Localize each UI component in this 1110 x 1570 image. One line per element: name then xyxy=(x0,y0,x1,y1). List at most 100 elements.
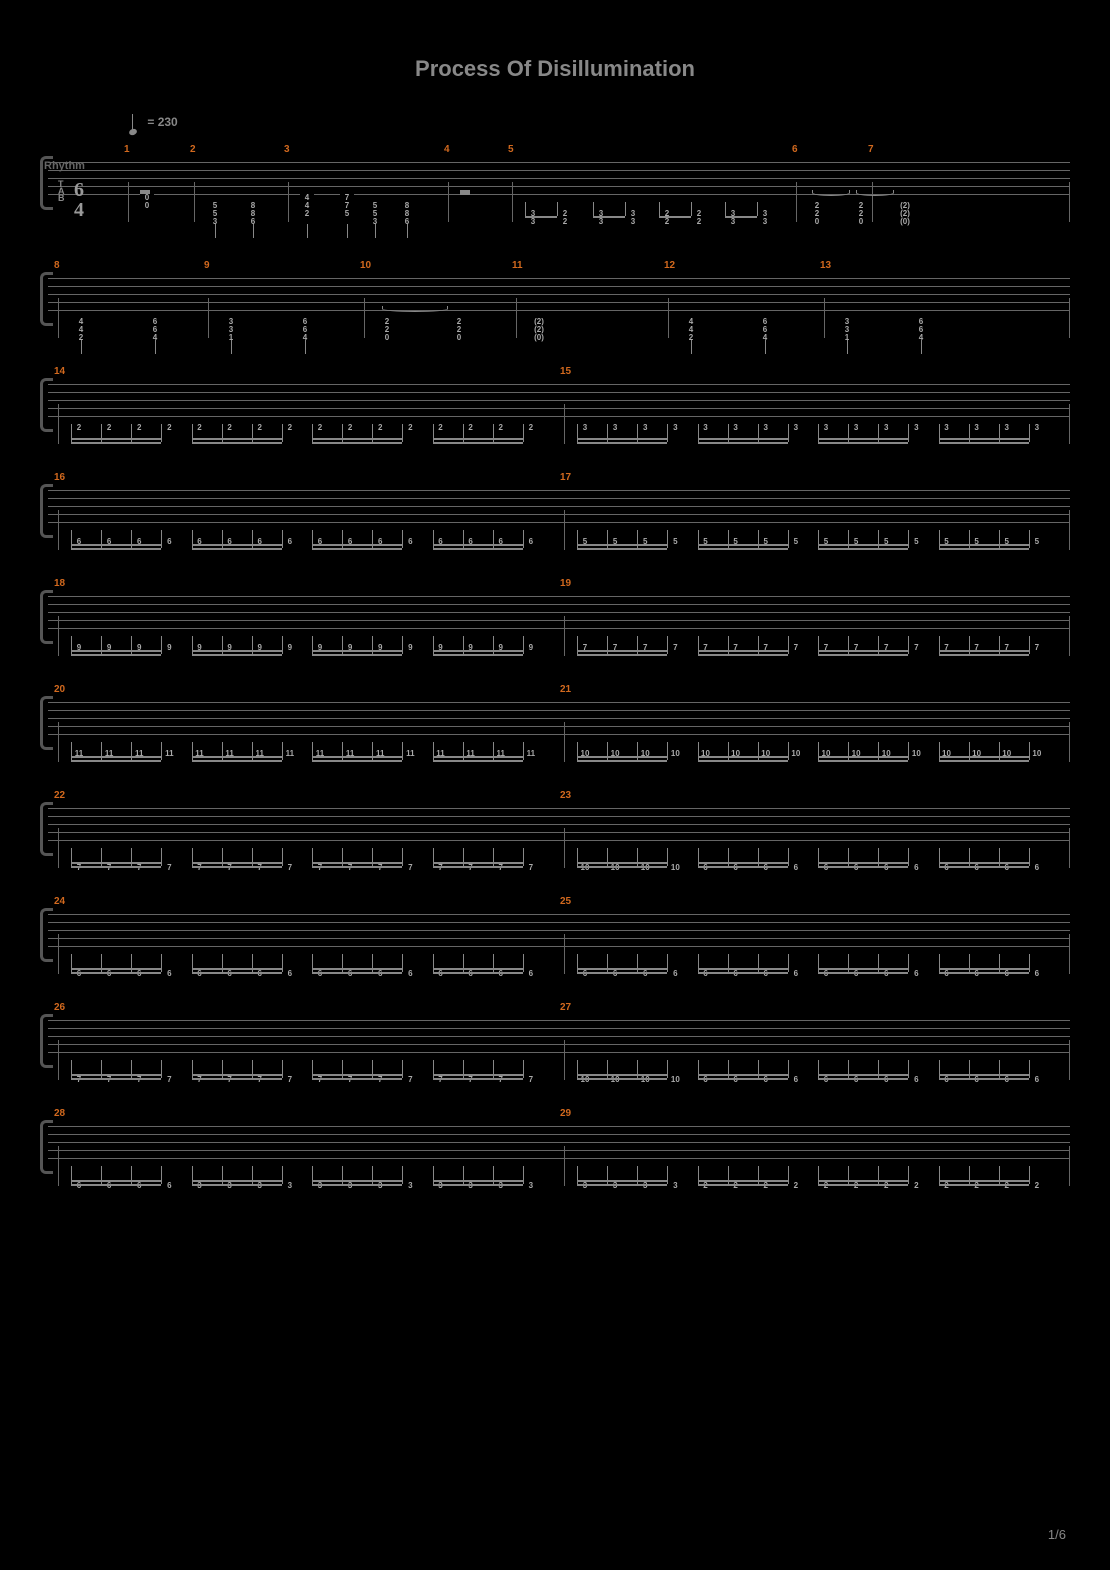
fret-number: 3 xyxy=(789,424,803,432)
fret-number: 2 xyxy=(434,424,448,432)
beam xyxy=(939,1078,1029,1080)
beam xyxy=(71,544,161,546)
fret-number: 6 xyxy=(1030,970,1044,978)
note-stem xyxy=(402,636,403,654)
beam xyxy=(698,968,788,970)
barline xyxy=(58,616,59,656)
beam xyxy=(71,972,161,974)
note-stem xyxy=(1029,1166,1030,1184)
barline xyxy=(796,182,797,222)
bar-number: 27 xyxy=(560,1002,571,1013)
note-stem xyxy=(402,530,403,548)
fret-number: 2 xyxy=(464,424,478,432)
fret-number: 2 xyxy=(494,424,508,432)
fret-number: 2 xyxy=(343,424,357,432)
bar-number: 19 xyxy=(560,578,571,589)
beam xyxy=(698,1078,788,1080)
barline xyxy=(58,1040,59,1080)
beam xyxy=(192,756,282,758)
fret-number: 6 xyxy=(524,970,538,978)
fret-number: 2 xyxy=(373,424,387,432)
note-stem xyxy=(282,424,283,442)
note-stem xyxy=(659,202,660,216)
fret-number: 6 xyxy=(1030,864,1044,872)
note-stem xyxy=(847,340,848,354)
beam xyxy=(818,756,908,758)
note-stem xyxy=(407,224,408,238)
staff-row: 1111111111111111111111111111111110101010… xyxy=(40,682,1070,768)
bar-number: 16 xyxy=(54,472,65,483)
note-stem xyxy=(161,530,162,548)
beam xyxy=(939,760,1029,762)
beam xyxy=(312,548,402,550)
system-bracket xyxy=(40,702,45,744)
time-signature: 64 xyxy=(74,180,84,220)
note-stem xyxy=(691,340,692,354)
fret-number: 7 xyxy=(403,864,417,872)
barline xyxy=(1069,182,1070,222)
beam xyxy=(433,1184,523,1186)
fret-number: 2 xyxy=(524,424,538,432)
beam xyxy=(192,650,282,652)
bar-number: 6 xyxy=(792,144,798,155)
fret-number: 3 xyxy=(726,218,740,226)
beam xyxy=(192,548,282,550)
beam xyxy=(71,862,161,864)
system-bracket xyxy=(40,914,45,956)
fret-number: 3 xyxy=(638,424,652,432)
beam xyxy=(312,1078,402,1080)
note-stem xyxy=(523,1060,524,1078)
beam xyxy=(433,1074,523,1076)
beam xyxy=(433,548,523,550)
note-stem xyxy=(523,1166,524,1184)
fret-number: 6 xyxy=(283,970,297,978)
bar-number: 15 xyxy=(560,366,571,377)
system-bracket xyxy=(40,1020,45,1062)
fret-number: 6 xyxy=(789,970,803,978)
note-stem xyxy=(921,340,922,354)
note-stem xyxy=(161,1060,162,1078)
barline xyxy=(564,1146,565,1186)
beam xyxy=(192,760,282,762)
fret-number: 7 xyxy=(403,1076,417,1084)
beam xyxy=(433,544,523,546)
note-stem xyxy=(305,340,306,354)
fret-number: 6 xyxy=(403,538,417,546)
beam xyxy=(433,972,523,974)
bar-number: 20 xyxy=(54,684,65,695)
note-stem xyxy=(282,1166,283,1184)
beam xyxy=(939,548,1029,550)
beam xyxy=(577,438,667,440)
beam xyxy=(698,438,788,440)
fret-number: 7 xyxy=(162,1076,176,1084)
barline xyxy=(1069,722,1070,762)
fret-number: 9 xyxy=(403,644,417,652)
quarter-note-icon xyxy=(132,114,140,132)
fret-number: 0 xyxy=(452,334,466,342)
beam xyxy=(818,654,908,656)
note-stem xyxy=(667,954,668,972)
note-stem xyxy=(282,742,283,760)
note-stem xyxy=(667,848,668,866)
fret-number: 6 xyxy=(403,970,417,978)
beam xyxy=(698,972,788,974)
fret-number: 3 xyxy=(819,424,833,432)
fret-number: 2 xyxy=(558,218,572,226)
barline xyxy=(564,404,565,444)
bar-number: 22 xyxy=(54,790,65,801)
note-stem xyxy=(215,224,216,238)
note-stem xyxy=(402,424,403,442)
fret-number: 6 xyxy=(283,538,297,546)
system-bracket xyxy=(40,162,45,204)
note-stem xyxy=(1029,636,1030,654)
note-stem xyxy=(691,202,692,216)
staff-lines: 66663333333333333333222222222222 xyxy=(48,1126,1070,1166)
fret-number: 2 xyxy=(1030,1182,1044,1190)
fret-number: 6 xyxy=(162,538,176,546)
staff-row: 442664331664220220(2)(2)(0)4426643316648… xyxy=(40,258,1070,344)
beam xyxy=(818,862,908,864)
barline xyxy=(564,616,565,656)
fret-number: 2 xyxy=(102,424,116,432)
beam xyxy=(698,650,788,652)
note-stem xyxy=(523,954,524,972)
